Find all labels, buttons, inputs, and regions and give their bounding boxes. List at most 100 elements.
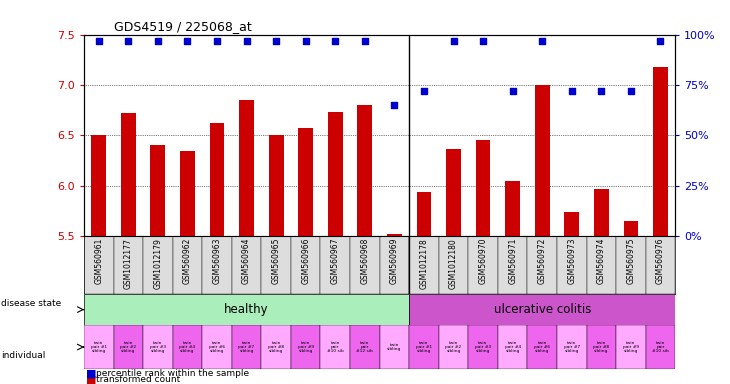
Bar — [557, 326, 586, 369]
Bar — [623, 221, 638, 236]
Bar — [476, 141, 491, 236]
Text: GSM560971: GSM560971 — [508, 238, 517, 284]
Text: GSM560974: GSM560974 — [597, 238, 606, 285]
Bar — [439, 326, 469, 369]
Bar — [231, 326, 261, 369]
Point — [566, 88, 577, 94]
Bar — [417, 192, 431, 236]
Point — [359, 38, 371, 44]
Bar — [180, 152, 195, 236]
Bar — [527, 326, 557, 369]
Point — [241, 38, 253, 44]
Bar — [320, 236, 350, 294]
Bar — [84, 326, 114, 369]
Text: GSM560976: GSM560976 — [656, 238, 665, 285]
Text: twin
pair #6
sibling: twin pair #6 sibling — [534, 341, 550, 353]
Text: GSM560967: GSM560967 — [331, 238, 339, 285]
Bar — [498, 326, 527, 369]
Point — [93, 38, 104, 44]
Point — [152, 38, 164, 44]
Text: GSM560975: GSM560975 — [626, 238, 635, 285]
Bar — [387, 234, 402, 236]
Point — [329, 38, 341, 44]
Text: ■: ■ — [86, 374, 96, 384]
Text: GSM560972: GSM560972 — [538, 238, 547, 284]
Bar — [328, 112, 342, 236]
Text: twin
pair #6
sibling: twin pair #6 sibling — [209, 341, 225, 353]
Bar — [469, 236, 498, 294]
Bar — [616, 326, 645, 369]
Text: GSM560966: GSM560966 — [301, 238, 310, 285]
Bar — [409, 294, 675, 326]
Bar — [653, 67, 668, 236]
Bar — [587, 326, 616, 369]
Bar — [350, 236, 380, 294]
Bar — [202, 326, 231, 369]
Text: ulcerative colitis: ulcerative colitis — [493, 303, 591, 316]
Bar — [380, 326, 409, 369]
Text: GSM560963: GSM560963 — [212, 238, 221, 285]
Bar — [114, 236, 143, 294]
Point — [211, 38, 223, 44]
Bar — [231, 236, 261, 294]
Text: GDS4519 / 225068_at: GDS4519 / 225068_at — [114, 20, 251, 33]
Bar — [210, 123, 224, 236]
Point — [477, 38, 489, 44]
Bar — [121, 113, 136, 236]
Point — [596, 88, 607, 94]
Bar — [239, 100, 254, 236]
Bar — [143, 236, 172, 294]
Text: twin
pair #3
sibling: twin pair #3 sibling — [150, 341, 166, 353]
Bar — [261, 326, 291, 369]
Bar — [439, 236, 469, 294]
Point — [182, 38, 193, 44]
Text: GSM560964: GSM560964 — [242, 238, 251, 285]
Text: GSM1012180: GSM1012180 — [449, 238, 458, 289]
Point — [537, 38, 548, 44]
Text: twin
pair #1
sibling: twin pair #1 sibling — [416, 341, 432, 353]
Point — [655, 38, 666, 44]
Bar — [557, 236, 586, 294]
Bar — [320, 326, 350, 369]
Bar — [172, 326, 202, 369]
Text: twin
pair #3
sibling: twin pair #3 sibling — [475, 341, 491, 353]
Bar — [350, 326, 380, 369]
Bar — [409, 236, 439, 294]
Text: twin
pair #8
sibling: twin pair #8 sibling — [593, 341, 610, 353]
Text: GSM560962: GSM560962 — [183, 238, 192, 284]
Bar — [587, 236, 616, 294]
Text: GSM560970: GSM560970 — [479, 238, 488, 285]
Text: twin
pair #7
sibling: twin pair #7 sibling — [239, 341, 255, 353]
Text: disease state: disease state — [1, 299, 62, 308]
Bar — [505, 181, 520, 236]
Text: ■: ■ — [86, 369, 96, 379]
Bar — [564, 212, 579, 236]
Text: individual: individual — [1, 351, 46, 360]
Bar — [84, 236, 114, 294]
Bar — [645, 326, 675, 369]
Text: twin
pair #7
sibling: twin pair #7 sibling — [564, 341, 580, 353]
Bar — [380, 236, 409, 294]
Bar — [645, 236, 675, 294]
Bar — [498, 236, 527, 294]
Bar — [299, 128, 313, 236]
Text: percentile rank within the sample: percentile rank within the sample — [96, 369, 250, 378]
Text: GSM560973: GSM560973 — [567, 238, 576, 285]
Text: twin
sibling: twin sibling — [387, 343, 402, 351]
Bar — [150, 146, 165, 236]
Bar — [291, 236, 320, 294]
Bar — [358, 105, 372, 236]
Text: GSM1012178: GSM1012178 — [420, 238, 429, 289]
Bar — [469, 326, 498, 369]
Point — [447, 38, 459, 44]
Text: twin
pair #9
sibling: twin pair #9 sibling — [623, 341, 639, 353]
Bar — [172, 236, 202, 294]
Text: twin
pair
#12 sib: twin pair #12 sib — [356, 341, 373, 353]
Text: twin
pair
#10 sib: twin pair #10 sib — [327, 341, 344, 353]
Bar — [261, 236, 291, 294]
Bar — [594, 189, 609, 236]
Bar — [269, 135, 283, 236]
Text: GSM560969: GSM560969 — [390, 238, 399, 285]
Text: twin
pair #4
sibling: twin pair #4 sibling — [504, 341, 520, 353]
Text: GSM560965: GSM560965 — [272, 238, 280, 285]
